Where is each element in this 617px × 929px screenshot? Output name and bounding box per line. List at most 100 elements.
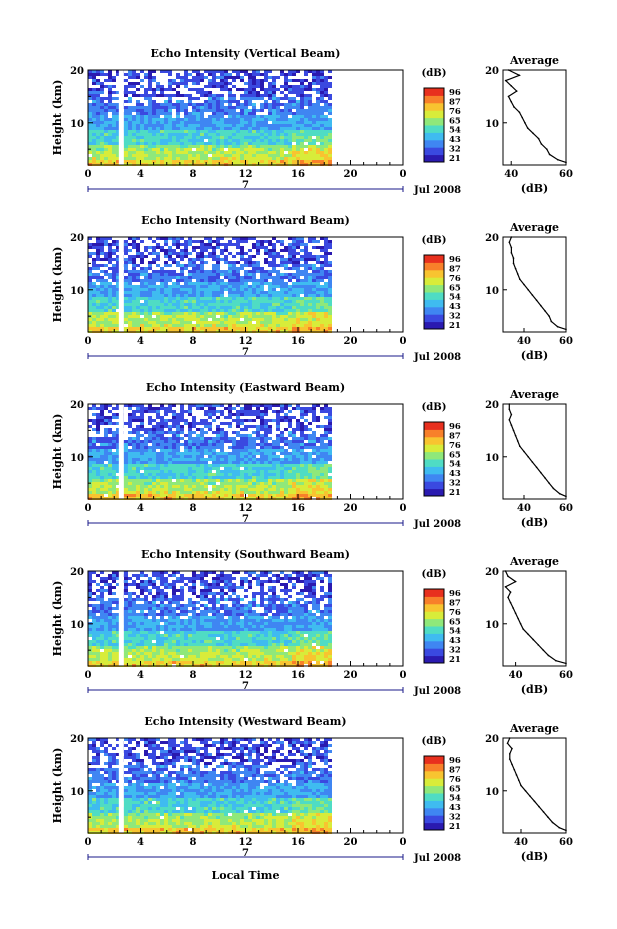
colorbar-tick-label: 21 [449,822,461,832]
data-gap-strip [118,571,124,666]
average-y-tick-label: 20 [485,567,499,578]
average-point [535,299,538,302]
average-profile: Average 20 10 40 60 (dB) [485,388,573,529]
colorbar-unit: (dB) [422,235,447,246]
x-tick-label: 12 [239,837,253,848]
average-point [531,294,534,296]
colorbar-tick-label: 65 [449,617,461,627]
x-tick-label: 4 [137,503,144,514]
average-frame [502,403,567,500]
colorbar-segment [424,603,444,612]
x-tick-label: 0 [400,837,407,848]
colorbar-tick-label: 21 [449,655,461,665]
average-point [510,252,513,254]
y-tick-label: 10 [70,286,84,297]
average-x-tick-label: 60 [559,670,573,681]
average-point [510,424,513,426]
average-x-tick-label: 60 [559,503,573,514]
colorbar-segment [424,655,444,664]
average-point [531,461,534,463]
average-x-tick-label: 60 [559,336,573,347]
colorbar-tick-label: 96 [449,589,461,599]
colorbar-segment [424,284,444,293]
average-point [529,795,531,797]
average-point [516,440,519,442]
average-point [537,644,540,646]
date-label: Jul 2008 [413,686,461,697]
average-profile: Average 20 10 40 60 (dB) [485,54,573,195]
x-tick-label: 20 [344,670,358,681]
average-point [544,477,546,479]
x-tick-label: 8 [190,503,197,514]
average-title: Average [509,221,559,234]
colorbar-tick-label: 21 [449,154,461,164]
data-gap-strip [118,70,124,165]
colorbar-tick-label: 76 [449,107,461,117]
colorbar-tick-label: 65 [449,784,461,794]
average-point [556,325,559,328]
date-label: Jul 2008 [413,352,461,363]
heatmap-cells [88,70,332,166]
average-point [510,246,513,249]
colorbar-tick-label: 96 [449,255,461,265]
average-y-tick-label: 20 [485,233,499,244]
colorbar-frame [423,254,445,330]
average-line [508,404,567,497]
average-frame [502,69,567,166]
average-x-tick-label: 40 [514,837,528,848]
average-point [550,320,553,323]
colorbar-segment [424,269,444,278]
average-point [508,408,511,411]
colorbar-segment [424,110,444,119]
x-tick-label: 0 [400,503,407,514]
colorbar-segment [424,306,444,315]
average-point [526,127,529,129]
x-tick-label: 20 [344,837,358,848]
average-line [504,570,567,664]
heatmap-cells [88,237,332,333]
colorbar-segment [424,132,444,141]
colorbar-segment [424,314,444,323]
average-point [515,90,518,92]
average-x-label: (dB) [521,850,548,863]
average-point [507,69,510,71]
colorbar-frame [423,421,445,497]
colorbar-segment [424,793,444,801]
average-point [508,758,511,760]
average-point [506,742,509,745]
colorbar-tick-label: 87 [449,264,461,274]
colorbar-segment [424,756,444,764]
average-point [522,628,524,630]
panel-title: Echo Intensity (Vertical Beam) [150,47,340,60]
average-x-label: (dB) [521,349,548,362]
colorbar-segment [424,778,444,787]
heatmap-cells [88,738,332,834]
average-y-tick-label: 20 [485,734,499,745]
colorbar-tick-label: 32 [449,813,461,823]
average-point [509,591,512,593]
colorbar-tick-label: 87 [449,431,461,441]
colorbar-segment [424,147,444,156]
average-point [540,304,542,307]
average-point [527,288,529,291]
y-tick-label: 10 [70,787,84,798]
average-point [544,310,546,312]
average-x-tick-label: 40 [517,336,531,347]
colorbar-unit: (dB) [422,402,447,413]
x-tick-label: 8 [190,837,197,848]
x-tick-label: 20 [344,336,358,347]
x-axis-label: Local Time [212,869,280,882]
colorbar-tick-label: 54 [449,126,461,136]
colorbar-segment [424,785,444,794]
colorbar-segment [424,481,444,490]
average-point [527,633,529,636]
average-point [552,487,555,490]
date-mid-tick: 7 [242,180,249,191]
data-gap-strip [118,237,124,332]
date-mid-tick: 7 [242,681,249,692]
average-point [542,811,545,813]
average-point [511,747,513,750]
date-mid-tick: 7 [242,848,249,859]
colorbar-segment [424,770,444,779]
x-tick-label: 12 [239,336,253,347]
